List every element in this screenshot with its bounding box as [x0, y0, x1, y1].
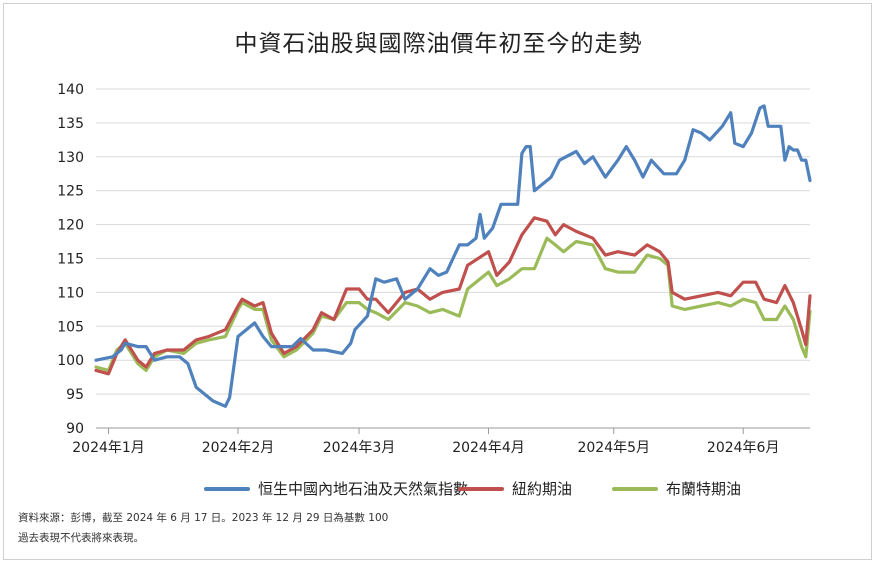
y-tick-label: 100 [57, 353, 84, 369]
legend-item-brent: 布蘭特期油 [612, 478, 741, 499]
x-tick-label: 2024年3月 [323, 440, 396, 456]
y-tick-label: 130 [57, 150, 84, 166]
disclaimer-note: 過去表現不代表將來表現。 [18, 532, 144, 544]
x-axis-ticks: 2024年1月 2024年2月 2024年3月 2024年4月 2024年5月 2024年… [72, 428, 779, 456]
y-tick-label: 105 [57, 319, 84, 335]
y-tick-label: 115 [57, 252, 84, 268]
y-tick-label: 95 [66, 387, 84, 403]
legend-label: 紐約期油 [512, 480, 573, 498]
gridlines [96, 88, 810, 429]
legend-label: 恒生中國內地石油及天然氣指數 [258, 480, 469, 498]
y-tick-label: 120 [57, 218, 84, 234]
legend-swatch-green [612, 486, 658, 491]
y-tick-label: 140 [57, 82, 84, 98]
x-tick-label: 2024年4月 [452, 440, 525, 456]
x-tick-label: 2024年1月 [72, 440, 145, 456]
source-note: 資料來源：彭博，截至 2024 年 6 月 17 日。2023 年 12 月 2… [18, 512, 389, 524]
series-line-brent [94, 236, 812, 372]
x-tick-label: 2024年2月 [202, 440, 275, 456]
series-lines [94, 104, 812, 408]
x-tick-label: 2024年5月 [577, 440, 650, 456]
legend-item-wti: 紐約期油 [458, 478, 572, 499]
chart-frame [3, 3, 872, 560]
x-tick-label: 2024年6月 [707, 440, 780, 456]
y-tick-label: 135 [57, 116, 84, 132]
y-tick-label: 125 [57, 184, 84, 200]
legend-label: 布蘭特期油 [666, 480, 742, 498]
y-tick-label: 110 [57, 285, 84, 301]
legend-swatch-blue [204, 486, 250, 491]
y-tick-label: 90 [66, 421, 84, 437]
legend-swatch-red [458, 486, 504, 491]
series-line-hang-seng-oil-gas [94, 104, 812, 408]
y-axis-ticks: 90 95 100 105 110 115 120 125 130 135 140 [57, 82, 84, 437]
legend-item-hang-seng-oil-gas: 恒生中國內地石油及天然氣指數 [204, 478, 468, 499]
series-line-wti [94, 216, 812, 376]
legend: 恒生中國內地石油及天然氣指數 紐約期油 布蘭特期油 [0, 478, 877, 500]
chart-title: 中資石油股與國際油價年初至今的走勢 [234, 31, 643, 57]
